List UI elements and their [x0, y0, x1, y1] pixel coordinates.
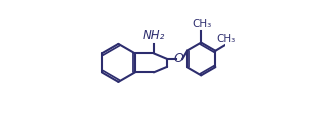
Text: O: O	[174, 52, 184, 66]
Text: NH₂: NH₂	[143, 29, 165, 42]
Text: CH₃: CH₃	[216, 34, 235, 43]
Text: CH₃: CH₃	[192, 20, 211, 29]
